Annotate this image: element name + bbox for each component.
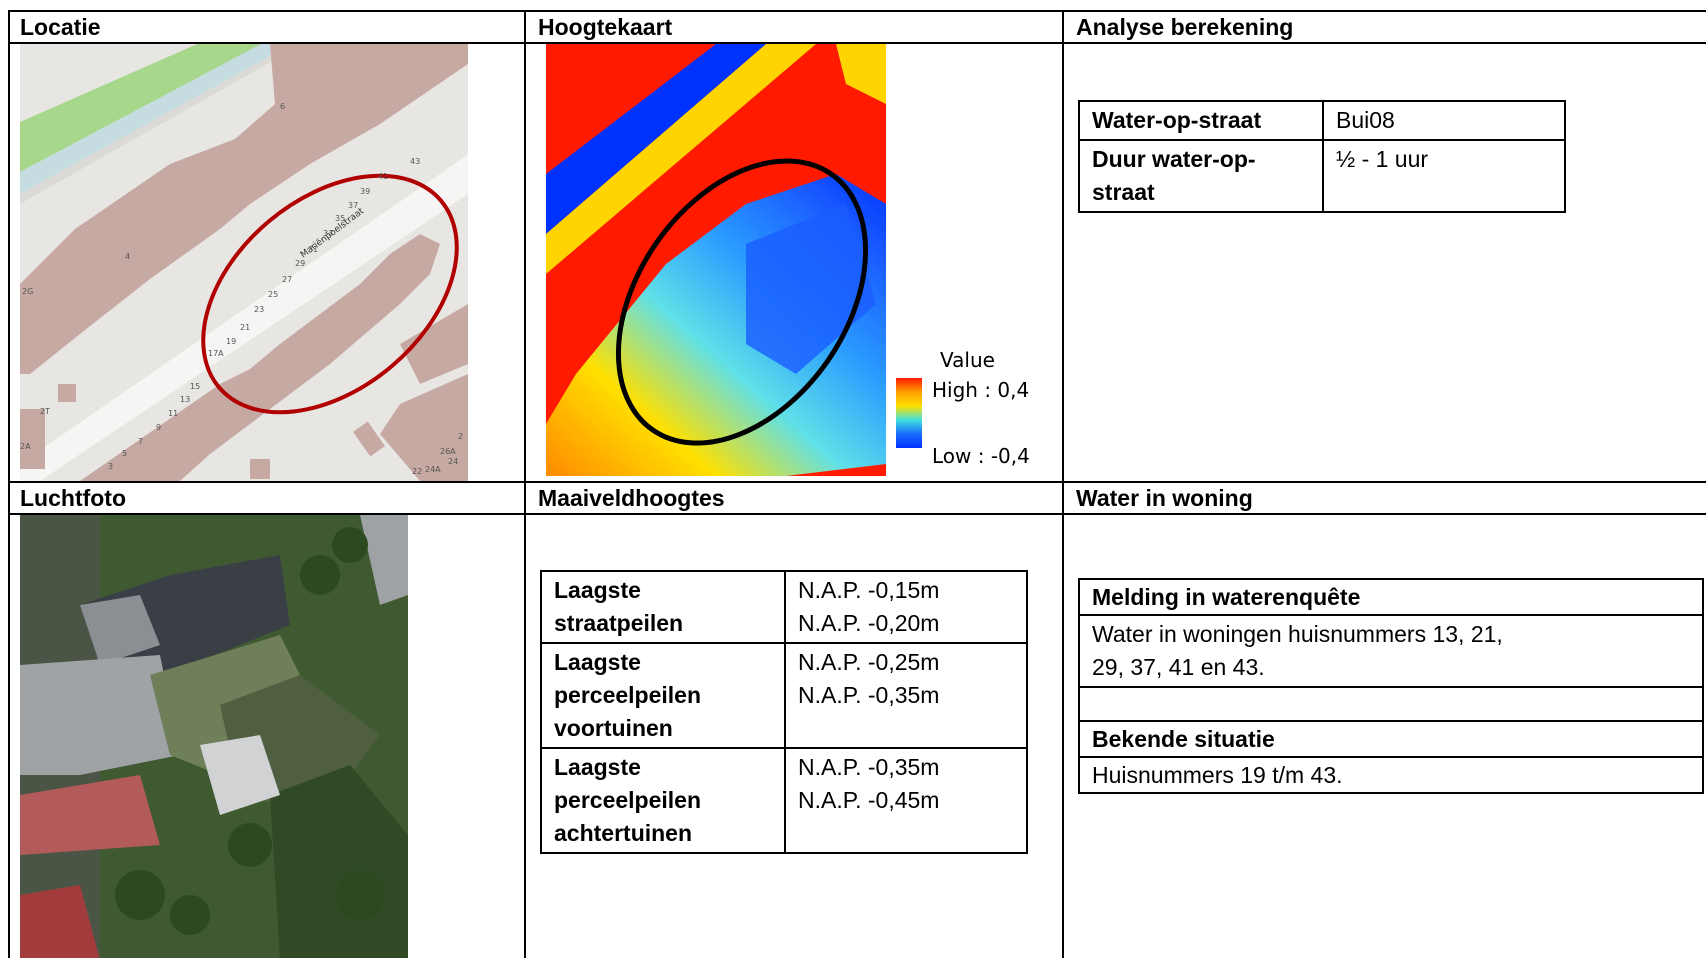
- house-number: 4: [125, 252, 130, 261]
- house-number: 3: [108, 462, 113, 471]
- height-map: [546, 44, 886, 476]
- maaiveld-label-1: Laagste straatpeilen: [540, 570, 786, 644]
- house-number: 15: [190, 382, 200, 391]
- house-number: 2G: [22, 287, 33, 296]
- maaiveld-table: Laagste straatpeilen N.A.P. -0,15m N.A.P…: [540, 570, 1028, 854]
- legend-low: Low : -0,4: [932, 444, 1030, 468]
- house-number: 21: [240, 323, 250, 332]
- maaiveld-value: N.A.P. -0,20m: [798, 610, 940, 636]
- maaiveld-value: N.A.P. -0,15m: [798, 577, 940, 603]
- maaiveld-label-2: Laagste perceelpeilen voortuinen: [540, 642, 786, 749]
- legend-high: High : 0,4: [932, 378, 1030, 402]
- legend-gradient: [896, 378, 922, 448]
- analyse-value-1: Bui08: [1322, 100, 1566, 141]
- house-number: 9: [156, 423, 161, 432]
- header-maaiveld: Maaiveldhoogtes: [538, 485, 725, 511]
- analyse-label-1: Water-op-straat: [1078, 100, 1324, 141]
- house-number: 35: [335, 214, 345, 223]
- analyse-table: Water-op-straat Bui08 Duur water-op-stra…: [1078, 100, 1566, 213]
- maaiveld-value: N.A.P. -0,25m: [798, 649, 940, 675]
- house-number: 23: [254, 305, 264, 314]
- house-number: 24A: [425, 465, 441, 474]
- woning-header-1: Melding in waterenquête: [1078, 578, 1704, 616]
- house-number: 24: [448, 457, 458, 466]
- house-number: 11: [168, 409, 178, 418]
- row-divider: [10, 42, 1706, 44]
- woning-header-2: Bekende situatie: [1078, 720, 1704, 758]
- house-number: 37: [348, 201, 358, 210]
- house-number: 43: [410, 157, 420, 166]
- column-divider: [524, 12, 526, 958]
- column-divider: [1062, 12, 1064, 958]
- house-number: 2T: [40, 407, 50, 416]
- woning-text-1: Water in woningen huisnummers 13, 21, 29…: [1078, 614, 1704, 688]
- house-number: 27: [282, 275, 292, 284]
- maaiveld-label-3: Laagste perceelpeilen achtertuinen: [540, 747, 786, 854]
- woning-text-2: Huisnummers 19 t/m 43.: [1078, 756, 1704, 794]
- house-number: 25: [268, 290, 278, 299]
- report-grid: Locatie Hoogtekaart Analyse berekening L…: [8, 10, 1706, 958]
- house-number: 39: [360, 187, 370, 196]
- house-number: 33: [323, 229, 333, 238]
- house-number: 5: [122, 449, 127, 458]
- header-water-in-woning: Water in woning: [1076, 485, 1253, 511]
- house-number: 6: [280, 102, 285, 111]
- house-number: 31: [308, 245, 318, 254]
- aerial-photo: [20, 515, 408, 958]
- analyse-value-2: ½ - 1 uur: [1322, 139, 1566, 213]
- height-legend: Value High : 0,4 Low : -0,4: [896, 348, 1036, 468]
- maaiveld-value: N.A.P. -0,35m: [798, 754, 940, 780]
- maaiveld-values-1: N.A.P. -0,15m N.A.P. -0,20m: [784, 570, 1028, 644]
- maaiveld-values-2: N.A.P. -0,25m N.A.P. -0,35m: [784, 642, 1028, 749]
- row-divider: [10, 481, 1706, 483]
- header-luchtfoto: Luchtfoto: [20, 485, 127, 511]
- row-divider: [10, 513, 1706, 515]
- house-number: 2A: [20, 442, 31, 451]
- house-number: 41: [378, 172, 388, 181]
- header-hoogtekaart: Hoogtekaart: [538, 14, 673, 40]
- house-number: 7: [138, 437, 143, 446]
- analyse-label-2: Duur water-op-straat: [1078, 139, 1324, 213]
- house-number: 22: [412, 467, 422, 476]
- maaiveld-value: N.A.P. -0,45m: [798, 787, 940, 813]
- house-number: 26A: [440, 447, 456, 456]
- woning-table: Melding in waterenquête Water in woninge…: [1078, 578, 1704, 794]
- legend-title: Value: [940, 348, 995, 372]
- location-map: Mariënpoelstraat 43 41 39 37 35 33 31 29 27 25 23 2…: [20, 44, 468, 481]
- house-number: 29: [295, 259, 305, 268]
- house-number: 19: [226, 337, 236, 346]
- house-number: 13: [180, 395, 190, 404]
- maaiveld-value: N.A.P. -0,35m: [798, 682, 940, 708]
- maaiveld-values-3: N.A.P. -0,35m N.A.P. -0,45m: [784, 747, 1028, 854]
- woning-text-1-content: Water in woningen huisnummers 13, 21, 29…: [1092, 621, 1503, 680]
- house-number: 17A: [208, 349, 224, 358]
- header-locatie: Locatie: [20, 14, 101, 40]
- house-number: 2: [458, 432, 463, 441]
- header-analyse: Analyse berekening: [1076, 14, 1294, 40]
- woning-empty-row: [1078, 686, 1704, 722]
